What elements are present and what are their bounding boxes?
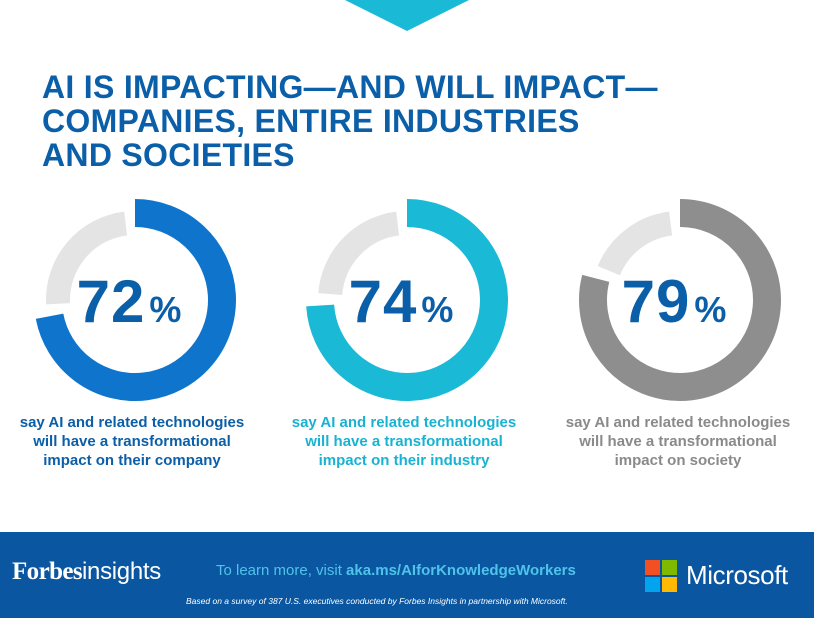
caption-company-line-3: impact on their company (43, 452, 221, 469)
donut-track-0 (46, 211, 128, 305)
caption-industry-line-3: impact on their industry (318, 452, 490, 469)
caption-company-line-2: will have a transformational (33, 433, 231, 450)
page-title: AI IS IMPACTING—AND WILL IMPACT— COMPANI… (42, 70, 782, 172)
microsoft-wordmark: Microsoft (686, 560, 788, 590)
learn-more-prefix: To learn more, visit (216, 562, 347, 579)
title-line-2: COMPANIES, ENTIRE INDUSTRIES (42, 103, 580, 139)
title-line-3: AND SOCIETIES (42, 137, 295, 173)
caption-industry: say AI and related technologies will hav… (274, 413, 534, 470)
learn-more-link[interactable]: aka.ms/AIforKnowledgeWorkers (346, 562, 576, 579)
survey-footnote: Based on a survey of 387 U.S. executives… (186, 596, 568, 606)
donut-value-arc-2 (579, 199, 781, 401)
forbes-insights-logo: Forbesinsights (12, 558, 161, 586)
top-chevron (345, 0, 469, 31)
caption-company: say AI and related technologies will hav… (2, 413, 262, 470)
microsoft-logo-icon (645, 560, 677, 592)
donut-track-1 (318, 211, 400, 296)
donut-charts: 72% 74% 79% say AI and related technologie… (0, 185, 814, 485)
donut-value-label-2: 79% (622, 268, 727, 335)
title-line-1: AI IS IMPACTING—AND WILL IMPACT— (42, 69, 658, 105)
caption-industry-line-2: will have a transformational (305, 433, 503, 450)
caption-industry-line-1: say AI and related technologies (291, 414, 517, 431)
insights-wordmark: insights (82, 558, 161, 585)
donut-value-label-1: 74% (349, 268, 454, 335)
caption-society-line-3: impact on society (614, 452, 742, 469)
caption-society: say AI and related technologies will hav… (548, 413, 808, 470)
caption-society-line-1: say AI and related technologies (565, 414, 791, 431)
donut-value-arc-1 (306, 199, 508, 401)
learn-more-text: To learn more, visit aka.ms/AIforKnowled… (216, 562, 576, 579)
footer-bar: Forbesinsights To learn more, visit aka.… (0, 532, 814, 618)
donut-svg: 72% 74% 79% (35, 199, 781, 401)
donut-value-arc-0 (35, 199, 236, 401)
caption-company-line-1: say AI and related technologies (19, 414, 245, 431)
donut-value-label-0: 72% (77, 268, 182, 335)
donut-track-2 (597, 211, 673, 276)
caption-society-line-2: will have a transformational (579, 433, 777, 450)
forbes-wordmark: Forbes (12, 558, 83, 585)
